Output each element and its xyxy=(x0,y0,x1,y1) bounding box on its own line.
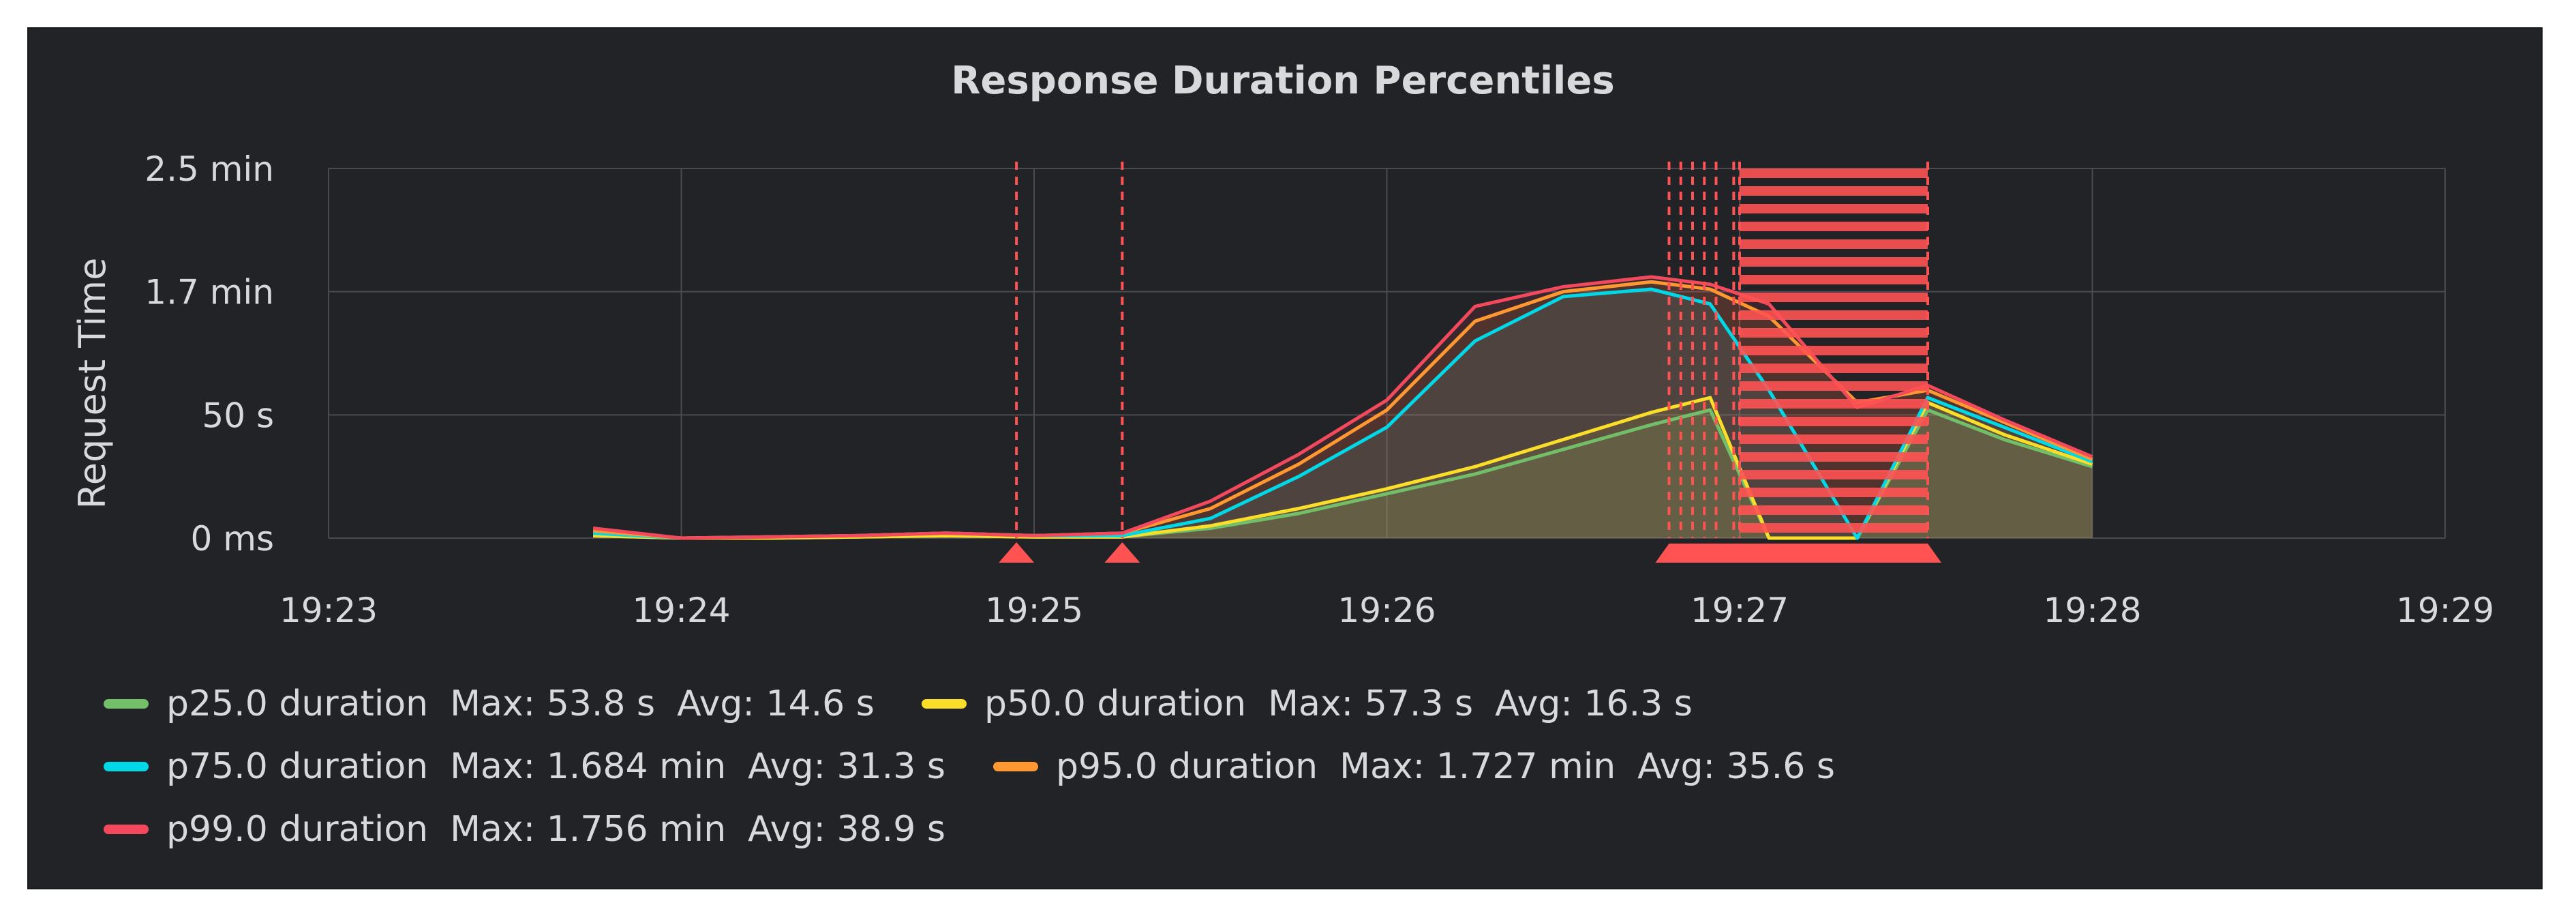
legend-series-name: p99.0 duration xyxy=(166,809,429,850)
y-tick-label: 0 ms xyxy=(191,519,274,559)
annotation-marker xyxy=(1104,542,1140,563)
legend: p25.0 duration Max: 53.8 s Avg: 14.6 s p… xyxy=(104,683,2421,872)
y-tick-label: 2.5 min xyxy=(145,149,274,189)
annotation-region-stripe xyxy=(1740,434,1928,444)
legend-max: Max: 1.727 min xyxy=(1339,746,1616,787)
annotation-marker xyxy=(999,542,1035,563)
legend-item-p25[interactable]: p25.0 duration Max: 53.8 s Avg: 14.6 s xyxy=(104,683,875,724)
annotation-region-stripe xyxy=(1740,381,1928,391)
series-swatch xyxy=(922,699,967,709)
legend-item-p50[interactable]: p50.0 duration Max: 57.3 s Avg: 16.3 s xyxy=(922,683,1693,724)
annotation-region-stripe xyxy=(1740,417,1928,426)
legend-series-name: p25.0 duration xyxy=(166,683,429,724)
annotation-region-stripe xyxy=(1740,470,1928,479)
legend-max: Max: 1.684 min xyxy=(450,746,727,787)
annotation-region-marker xyxy=(1655,544,1941,563)
annotation-region-stripe xyxy=(1740,310,1928,320)
annotation-region-stripe xyxy=(1740,293,1928,302)
x-tick-label: 19:29 xyxy=(2396,591,2494,630)
series-area xyxy=(593,289,2093,538)
x-tick-label: 19:27 xyxy=(1691,591,1789,630)
series-swatch xyxy=(993,762,1038,771)
legend-item-p99[interactable]: p99.0 duration Max: 1.756 min Avg: 38.9 … xyxy=(104,809,945,850)
legend-series-name: p95.0 duration xyxy=(1056,746,1318,787)
annotation-region-stripe xyxy=(1740,257,1928,267)
axis-ticks: 0 ms 50 s 1.7 min 2.5 min 19:23 19:24 19:25 19:… xyxy=(145,149,2494,630)
x-tick-label: 19:23 xyxy=(279,591,378,630)
legend-max: Max: 57.3 s xyxy=(1268,683,1474,724)
annotation-region-stripe xyxy=(1740,275,1928,284)
series-swatch xyxy=(104,762,149,771)
grid xyxy=(328,168,2446,539)
series-area xyxy=(593,276,2093,538)
legend-series-name: p50.0 duration xyxy=(984,683,1247,724)
legend-avg: Avg: 35.6 s xyxy=(1637,746,1835,787)
annotations xyxy=(999,162,1941,563)
legend-avg: Avg: 14.6 s xyxy=(677,683,875,724)
series-swatch xyxy=(104,699,149,709)
legend-avg: Avg: 31.3 s xyxy=(748,746,945,787)
x-tick-label: 19:24 xyxy=(632,591,730,630)
legend-row: p75.0 duration Max: 1.684 min Avg: 31.3 … xyxy=(104,746,2421,809)
legend-row: p99.0 duration Max: 1.756 min Avg: 38.9 … xyxy=(104,809,2421,872)
legend-avg: Avg: 16.3 s xyxy=(1495,683,1693,724)
annotation-region-stripe xyxy=(1740,204,1928,213)
annotation-region-stripe xyxy=(1740,239,1928,249)
annotation-region-stripe xyxy=(1740,346,1928,355)
x-tick-label: 19:25 xyxy=(985,591,1083,630)
annotation-region-stripe xyxy=(1740,399,1928,409)
y-tick-label: 50 s xyxy=(202,396,274,435)
legend-max: Max: 1.756 min xyxy=(450,809,727,850)
annotation-region-stripe xyxy=(1740,488,1928,497)
series-area xyxy=(593,410,2093,538)
series-area xyxy=(593,398,2093,538)
annotation-region-stripe xyxy=(1740,523,1928,533)
legend-item-p75[interactable]: p75.0 duration Max: 1.684 min Avg: 31.3 … xyxy=(104,746,945,787)
legend-row: p25.0 duration Max: 53.8 s Avg: 14.6 s p… xyxy=(104,683,2421,746)
series-areas xyxy=(593,276,2093,538)
series-area xyxy=(593,282,2093,538)
annotation-region-stripe xyxy=(1740,505,1928,515)
legend-avg: Avg: 38.9 s xyxy=(748,809,945,850)
annotation-region-stripe xyxy=(1740,186,1928,196)
series-swatch xyxy=(104,825,149,834)
legend-item-p95[interactable]: p95.0 duration Max: 1.727 min Avg: 35.6 … xyxy=(993,746,1835,787)
chart-svg: Response Duration Percentiles Request Ti… xyxy=(71,59,2494,630)
chart-title: Response Duration Percentiles xyxy=(951,59,1614,103)
legend-series-name: p75.0 duration xyxy=(166,746,429,787)
annotation-region-stripe xyxy=(1740,452,1928,462)
y-axis-label: Request Time xyxy=(71,258,114,509)
chart-panel: Response Duration Percentiles Request Ti… xyxy=(27,27,2543,889)
annotation-region-stripe xyxy=(1740,222,1928,231)
legend-max: Max: 53.8 s xyxy=(450,683,656,724)
annotation-region-stripe xyxy=(1740,364,1928,373)
annotation-region-stripe xyxy=(1740,328,1928,338)
y-tick-label: 1.7 min xyxy=(145,273,274,312)
annotation-region-stripe xyxy=(1740,168,1928,178)
x-tick-label: 19:28 xyxy=(2043,591,2141,630)
x-tick-label: 19:26 xyxy=(1337,591,1436,630)
